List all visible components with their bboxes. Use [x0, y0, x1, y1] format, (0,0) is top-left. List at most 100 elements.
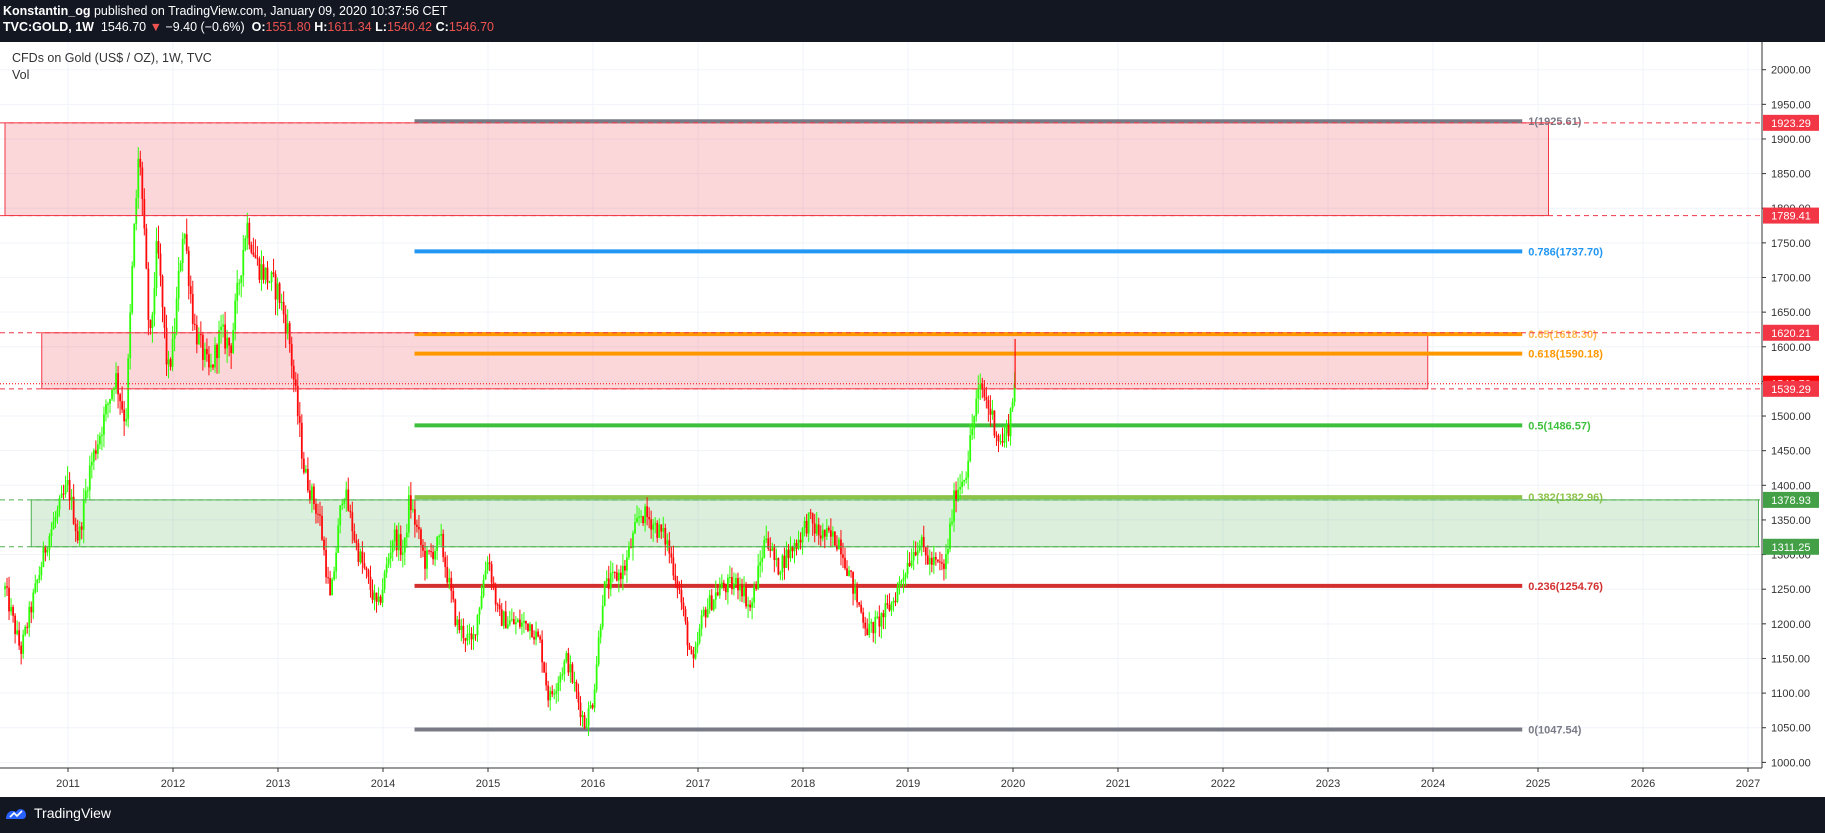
candle-body — [369, 576, 372, 591]
candle-body — [246, 222, 249, 239]
price-tick-label: 1150.00 — [1771, 653, 1810, 665]
zones — [4, 122, 1759, 548]
chart-area[interactable]: 1(1925.61) 0.786(1737.70) 0.65(1618.30) 0.6… — [0, 42, 1825, 797]
candle-body — [533, 637, 535, 640]
candle-body — [650, 519, 653, 530]
candle-body — [565, 653, 568, 662]
price-tick-label: 1450.00 — [1771, 446, 1811, 458]
candle-body — [191, 294, 194, 324]
candle-body — [979, 384, 982, 390]
candle-body — [914, 552, 917, 556]
published-info: published on TradingView.com, January 09… — [93, 4, 448, 18]
price-tick-label: 1050.00 — [1771, 723, 1811, 735]
price-tag-label: 1620.21 — [1771, 328, 1811, 340]
candle-body — [858, 602, 861, 605]
candle-body — [815, 524, 818, 534]
candle-body — [761, 557, 764, 562]
candle-body — [896, 587, 899, 603]
candle-body — [280, 301, 283, 303]
author-name[interactable]: Konstantin_og — [3, 4, 91, 18]
candle-body — [456, 619, 459, 626]
time-tick-label: 2017 — [686, 778, 710, 790]
candle-body — [84, 490, 87, 500]
candle-body — [458, 619, 461, 631]
candle-body — [173, 332, 176, 339]
candle-body — [959, 487, 961, 490]
candle-body — [478, 608, 481, 615]
candle-body — [537, 631, 539, 637]
candle-body — [621, 565, 624, 580]
candle-body — [906, 562, 909, 575]
candle-body — [163, 307, 166, 328]
price-tag-bg — [1763, 491, 1819, 508]
footer: TradingView — [0, 797, 1825, 833]
candle-body — [125, 419, 128, 422]
candle-body — [664, 527, 667, 545]
last-price: 1546.70 — [100, 20, 147, 34]
price-tag-label: 1311.25 — [1772, 542, 1811, 554]
candle-body — [516, 619, 519, 623]
candle-body — [714, 592, 717, 600]
candle-body — [405, 532, 408, 538]
candle-body — [539, 636, 541, 640]
candle-body — [250, 244, 253, 253]
time-tick-label: 2021 — [1106, 778, 1130, 790]
candle-body — [783, 555, 786, 568]
tradingview-brand[interactable]: TradingView — [4, 805, 111, 821]
candle-body — [107, 403, 109, 405]
candle-body — [551, 691, 554, 695]
candle-body — [617, 572, 620, 581]
candle-body — [294, 379, 297, 386]
candle-body — [553, 693, 556, 695]
candle-body — [599, 626, 602, 638]
candle-body — [153, 288, 156, 315]
low-label: L: — [375, 20, 387, 34]
candle-body — [244, 238, 247, 250]
candle-body — [56, 509, 59, 518]
candle-body — [10, 607, 12, 612]
candle-body — [486, 562, 489, 571]
candle-body — [94, 450, 97, 454]
candle-body — [306, 468, 309, 491]
candle-body — [642, 516, 644, 524]
price-chart[interactable]: 1(1925.61) 0.786(1737.70) 0.65(1618.30) 0.6… — [0, 42, 1825, 797]
candle-body — [892, 600, 895, 604]
candle-body — [185, 234, 188, 251]
volume-indicator-label[interactable]: Vol — [12, 68, 30, 82]
candle-body — [735, 578, 737, 584]
candle-body — [121, 401, 124, 410]
candle-body — [155, 241, 158, 289]
fib-label: 0.65(1618.30) — [1528, 329, 1597, 341]
candle-body — [579, 702, 582, 718]
candle-body — [823, 529, 826, 537]
candle-body — [769, 549, 772, 551]
time-tick-label: 2013 — [266, 778, 290, 790]
candle-body — [74, 523, 77, 532]
candle-body — [791, 546, 794, 552]
price-tick-label: 1400.00 — [1771, 480, 1811, 492]
candle-body — [961, 481, 964, 488]
candle-body — [187, 250, 190, 287]
candle-body — [377, 596, 380, 602]
fib-label: 0.382(1382.96) — [1528, 492, 1603, 504]
candle-body — [298, 416, 301, 423]
candle-body — [741, 586, 743, 597]
price-tick-label: 1200.00 — [1771, 619, 1811, 631]
candle-body — [797, 539, 800, 549]
candle-body — [488, 562, 491, 565]
candle-body — [393, 529, 396, 542]
candle-body — [383, 572, 386, 590]
candle-body — [640, 516, 642, 518]
candle-body — [870, 622, 873, 624]
candle-body — [527, 623, 529, 631]
candle-body — [1009, 408, 1012, 437]
candle-body — [569, 664, 572, 673]
candle-body — [997, 435, 1000, 442]
candle-body — [444, 557, 447, 567]
price-tag-label: 1378.93 — [1771, 495, 1811, 507]
candle-body — [30, 606, 33, 613]
candle-body — [274, 274, 277, 300]
candle-body — [347, 489, 350, 511]
candle-body — [993, 410, 996, 436]
candle-body — [658, 524, 661, 538]
